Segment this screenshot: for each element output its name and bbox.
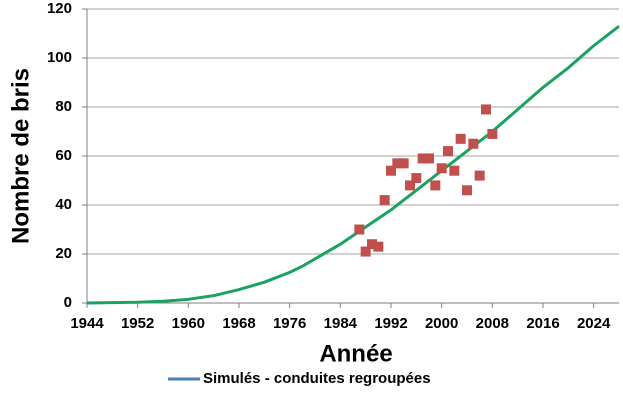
scatter-point <box>481 104 491 115</box>
y-tick-label: 120 <box>47 0 72 17</box>
line-series <box>86 24 620 305</box>
x-tick-label: 2024 <box>577 315 611 332</box>
y-tick-label: 20 <box>55 245 72 262</box>
scatter-point <box>360 246 371 257</box>
x-tick-label: 2000 <box>425 315 458 332</box>
y-tick-label: 0 <box>64 294 72 311</box>
scatter-point <box>455 133 466 144</box>
scatter-point <box>443 146 453 157</box>
x-tick-label: 1976 <box>273 315 306 332</box>
y-tick-label: 40 <box>55 196 72 213</box>
x-tick-label: 1992 <box>374 315 407 332</box>
scatter-point <box>379 195 390 206</box>
scatter-point <box>487 128 498 139</box>
scatter-point <box>373 241 384 252</box>
x-tick-label: 1952 <box>121 315 154 332</box>
scatter-point <box>417 153 428 164</box>
y-tick-label: 60 <box>55 147 72 164</box>
x-tick-label: 2016 <box>526 315 559 332</box>
scatter-point <box>462 185 472 196</box>
x-tick-label: 1968 <box>222 315 255 332</box>
scatter-point <box>474 170 485 181</box>
scatter-point <box>405 180 415 191</box>
legend-label: Simulés - conduites regroupées <box>203 370 431 387</box>
scatter-point <box>424 153 434 164</box>
scatter-point <box>367 239 377 250</box>
scatter-point <box>392 158 403 169</box>
scatter-point <box>354 224 365 235</box>
x-tick-label: 1960 <box>172 315 205 332</box>
y-tick-label: 100 <box>47 49 72 66</box>
y-tick-label: 80 <box>55 98 72 115</box>
x-tick-label: 2008 <box>476 315 509 332</box>
x-tick-label: 1984 <box>324 315 358 332</box>
scatter-point <box>398 158 409 169</box>
scatter-point <box>386 165 396 176</box>
scatter-point <box>411 173 422 184</box>
x-axis-title: Année <box>319 340 392 367</box>
scatter-point <box>430 180 441 191</box>
scatter-point <box>449 165 460 176</box>
scatter-point <box>468 138 479 149</box>
scatter-point <box>436 163 447 174</box>
y-axis-title: Nombre de bris <box>7 68 34 244</box>
x-tick-label: 1944 <box>70 315 104 332</box>
